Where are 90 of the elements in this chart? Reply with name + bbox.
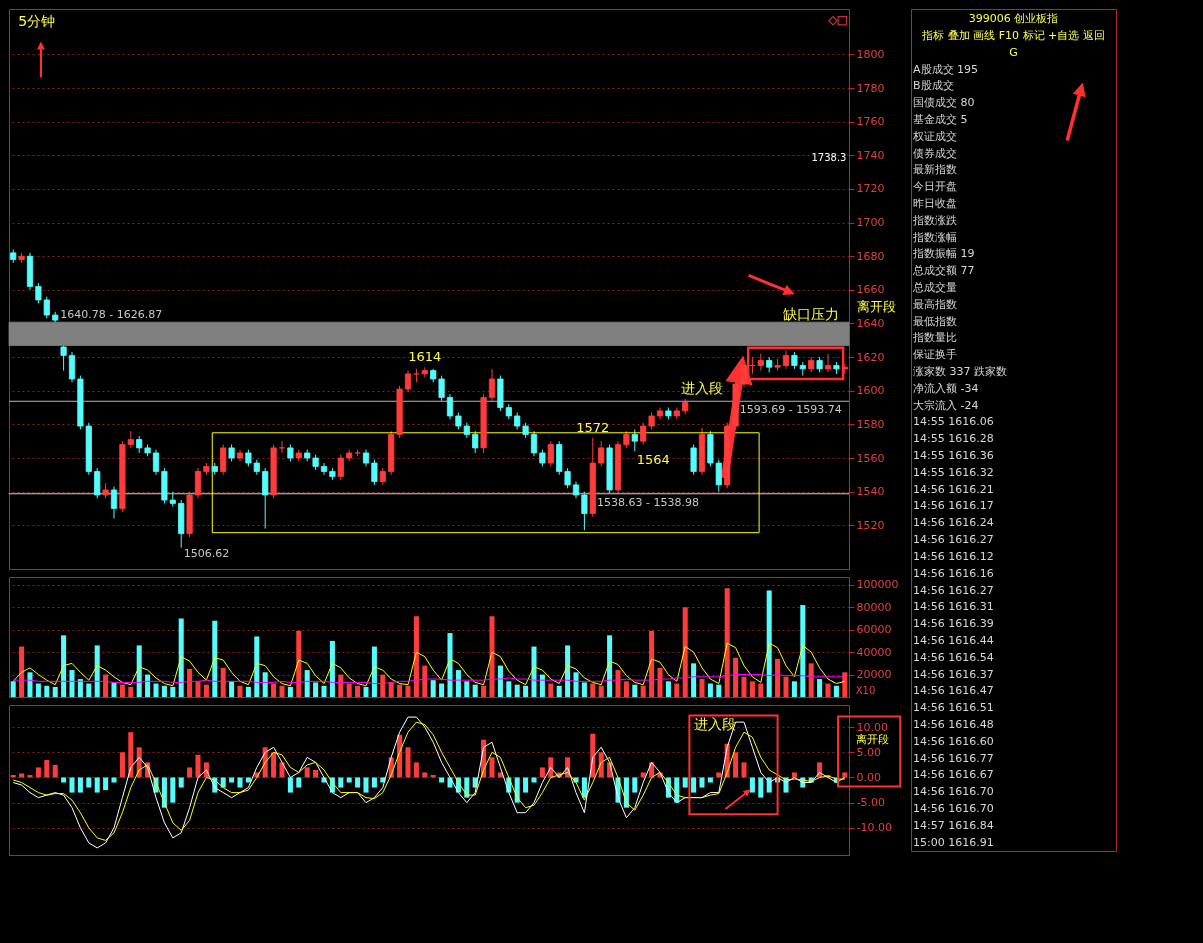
- y-tick-label: -10.00: [856, 821, 892, 835]
- y-tick-label: 5.00: [856, 745, 881, 759]
- y-tick-label: 1540: [856, 485, 885, 499]
- y-tick-label: 10.00: [856, 720, 888, 734]
- text: 总成交量: [912, 280, 958, 294]
- text: 14:57 1616.84: [913, 818, 994, 832]
- text: 基金成交 5: [913, 112, 968, 126]
- annotation: 缺口压力: [783, 306, 840, 323]
- y-tick-label: 1780: [856, 81, 885, 95]
- band-label: 1593.69 - 1593.74: [739, 403, 842, 417]
- text: 最新指数: [913, 163, 958, 177]
- text: 14:56 1616.67: [913, 768, 994, 782]
- band-label: 1640.78 - 1626.87: [60, 308, 163, 322]
- text: 最高指数: [913, 297, 958, 311]
- text: 权证成交: [912, 129, 958, 143]
- annotation: 1564: [636, 451, 670, 467]
- text: 14:56 1616.27: [913, 583, 994, 597]
- text: 14:55 1616.06: [913, 415, 994, 429]
- text: 14:56 1616.54: [913, 650, 994, 664]
- text: 国债成交 80: [913, 96, 975, 110]
- y-tick-label: 1560: [856, 451, 885, 465]
- text: 14:56 1616.27: [913, 533, 994, 547]
- y-tick-label: 1740: [856, 148, 885, 162]
- text: 今日开盘: [913, 180, 958, 194]
- annotation: 进入段: [693, 715, 736, 732]
- text: 14:56 1616.24: [913, 516, 994, 530]
- y-tick-label: 1720: [856, 182, 885, 196]
- text: 14:56 1616.51: [913, 701, 994, 715]
- text: 指标 叠加 画线 F10 标记 +自选 返回: [921, 28, 1105, 42]
- annotation: 1738.3: [811, 152, 847, 164]
- text: 14:56 1616.16: [913, 566, 994, 580]
- annotation: 1614: [408, 349, 442, 365]
- annotation: 进入段: [681, 380, 723, 397]
- text: 离开段: [856, 298, 896, 314]
- text: 指数涨跌: [912, 213, 958, 227]
- text: 15:00 1616.91: [913, 835, 994, 849]
- text: A股成交 195: [913, 62, 979, 76]
- text: 399006 创业板指: [968, 12, 1059, 26]
- text: 14:56 1616.21: [913, 482, 994, 496]
- text: 14:56 1616.12: [913, 549, 994, 563]
- text: 14:56 1616.31: [913, 600, 994, 614]
- y-tick-label: 1760: [856, 115, 885, 129]
- text: 14:56 1616.70: [913, 785, 994, 799]
- text: 14:56 1616.37: [913, 667, 994, 681]
- y-tick-label: 80000: [856, 600, 892, 614]
- text: 14:56 1616.47: [913, 684, 994, 698]
- y-tick-label: 1700: [856, 216, 885, 230]
- text: 最低指数: [913, 314, 958, 328]
- text: B股成交: [913, 79, 954, 93]
- text: 指数振幅 19: [912, 247, 975, 261]
- y-tick-label: 1800: [856, 47, 885, 61]
- text: 净流入额 -34: [913, 381, 979, 395]
- text: 指数涨幅: [912, 230, 958, 244]
- y-tick-label: 100000: [856, 578, 899, 592]
- text: 14:56 1616.70: [913, 801, 994, 815]
- text: 14:56 1616.77: [913, 751, 994, 765]
- annotation: 1506.62: [183, 546, 230, 560]
- y-tick-label: 1640: [856, 316, 885, 330]
- text: 大宗流入 -24: [913, 398, 979, 412]
- annotation: 1572: [576, 419, 610, 435]
- text: 14:56 1616.17: [913, 499, 994, 513]
- text: 14:56 1616.39: [913, 617, 994, 631]
- text: 14:55 1616.36: [913, 449, 994, 463]
- text: 14:56 1616.60: [913, 734, 994, 748]
- text: 14:56 1616.48: [913, 717, 994, 731]
- y-tick-label: 1580: [856, 417, 885, 431]
- y-tick-label: 1600: [856, 384, 885, 398]
- text: 保证换手: [913, 348, 958, 362]
- text: 涨家数 337 跌家数: [913, 365, 1008, 379]
- text: 14:55 1616.32: [913, 465, 994, 479]
- y-tick-label: 1520: [856, 518, 885, 532]
- band-label: 1538.63 - 1538.98: [597, 495, 699, 509]
- text: 14:55 1616.28: [913, 432, 994, 446]
- text: G: [1009, 45, 1018, 59]
- text: 总成交额 77: [912, 264, 975, 278]
- y-tick-label: 40000: [856, 645, 892, 659]
- y-tick-label: 1620: [856, 350, 885, 364]
- y-tick-label: 1680: [856, 249, 885, 263]
- y-tick-label: 1660: [856, 283, 885, 297]
- y-tick-label: 60000: [856, 623, 892, 637]
- text: 离开段: [855, 732, 889, 746]
- annotation: 5分钟: [18, 13, 56, 30]
- text: 债券成交: [913, 146, 958, 160]
- text: X10: [855, 685, 876, 697]
- y-tick-label: -5.00: [856, 796, 885, 810]
- y-tick-label: 20000: [856, 668, 892, 682]
- text: 14:56 1616.44: [913, 633, 994, 647]
- text: 昨日收盘: [913, 196, 958, 210]
- y-tick-label: 0.00: [856, 770, 881, 784]
- text: 指数量比: [912, 331, 958, 345]
